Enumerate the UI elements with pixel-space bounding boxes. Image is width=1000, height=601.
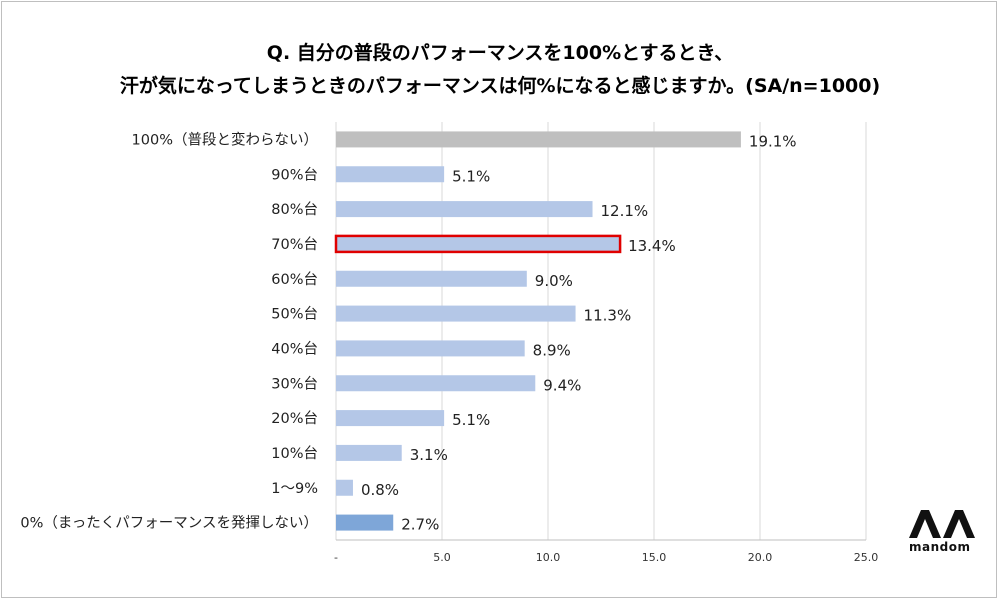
bar xyxy=(336,305,576,322)
category-label: 90%台 xyxy=(271,166,318,183)
bar xyxy=(336,201,593,218)
bar xyxy=(336,479,353,496)
x-tick-label-3: 15.0 xyxy=(642,551,667,564)
bar xyxy=(336,340,525,357)
x-tick-label-0: - xyxy=(334,551,338,564)
value-label: 0.8% xyxy=(361,481,399,499)
x-tick-label-4: 20.0 xyxy=(748,551,773,564)
chart-title-line-2: 汗が気になってしまうときのパフォーマンスは何%になると感じますか。(SA/n=1… xyxy=(119,75,881,97)
bar xyxy=(336,444,402,461)
x-tick-label-5: 25.0 xyxy=(854,551,879,564)
value-label: 11.3% xyxy=(584,307,632,325)
value-label: 12.1% xyxy=(601,202,649,220)
x-tick-label-2: 10.0 xyxy=(536,551,561,564)
logo-text: mandom xyxy=(909,540,971,554)
bar xyxy=(336,270,527,287)
category-label: 40%台 xyxy=(271,340,318,357)
value-label: 8.9% xyxy=(533,341,571,359)
value-label: 9.4% xyxy=(543,376,581,394)
category-label: 0%（まったくパフォーマンスを発揮しない） xyxy=(20,515,318,532)
value-label: 5.1% xyxy=(452,167,490,185)
category-label: 1〜9% xyxy=(271,481,318,497)
bar xyxy=(336,131,741,148)
chart-title-line-1: Q. 自分の普段のパフォーマンスを100%とするとき、 xyxy=(266,42,734,64)
category-label: 10%台 xyxy=(271,445,318,462)
category-label: 60%台 xyxy=(271,271,318,288)
value-label: 2.7% xyxy=(401,516,439,534)
bar xyxy=(336,514,394,531)
category-label: 70%台 xyxy=(271,236,318,253)
value-label: 13.4% xyxy=(628,237,676,255)
category-label: 20%台 xyxy=(271,410,318,427)
bar-highlighted xyxy=(334,234,622,254)
value-label: 9.0% xyxy=(535,272,573,290)
category-label: 100%（普段と変わらない） xyxy=(132,131,318,148)
category-label: 30%台 xyxy=(271,375,318,392)
category-label: 50%台 xyxy=(271,306,318,323)
x-tick-label-1: 5.0 xyxy=(433,551,451,564)
value-label: 19.1% xyxy=(749,132,797,150)
bar xyxy=(336,166,445,183)
category-label: 80%台 xyxy=(271,201,318,218)
value-label: 5.1% xyxy=(452,411,490,429)
value-label: 3.1% xyxy=(410,446,448,464)
mandom-logo-icon xyxy=(909,510,975,538)
bar xyxy=(336,410,445,427)
bar xyxy=(336,375,536,392)
